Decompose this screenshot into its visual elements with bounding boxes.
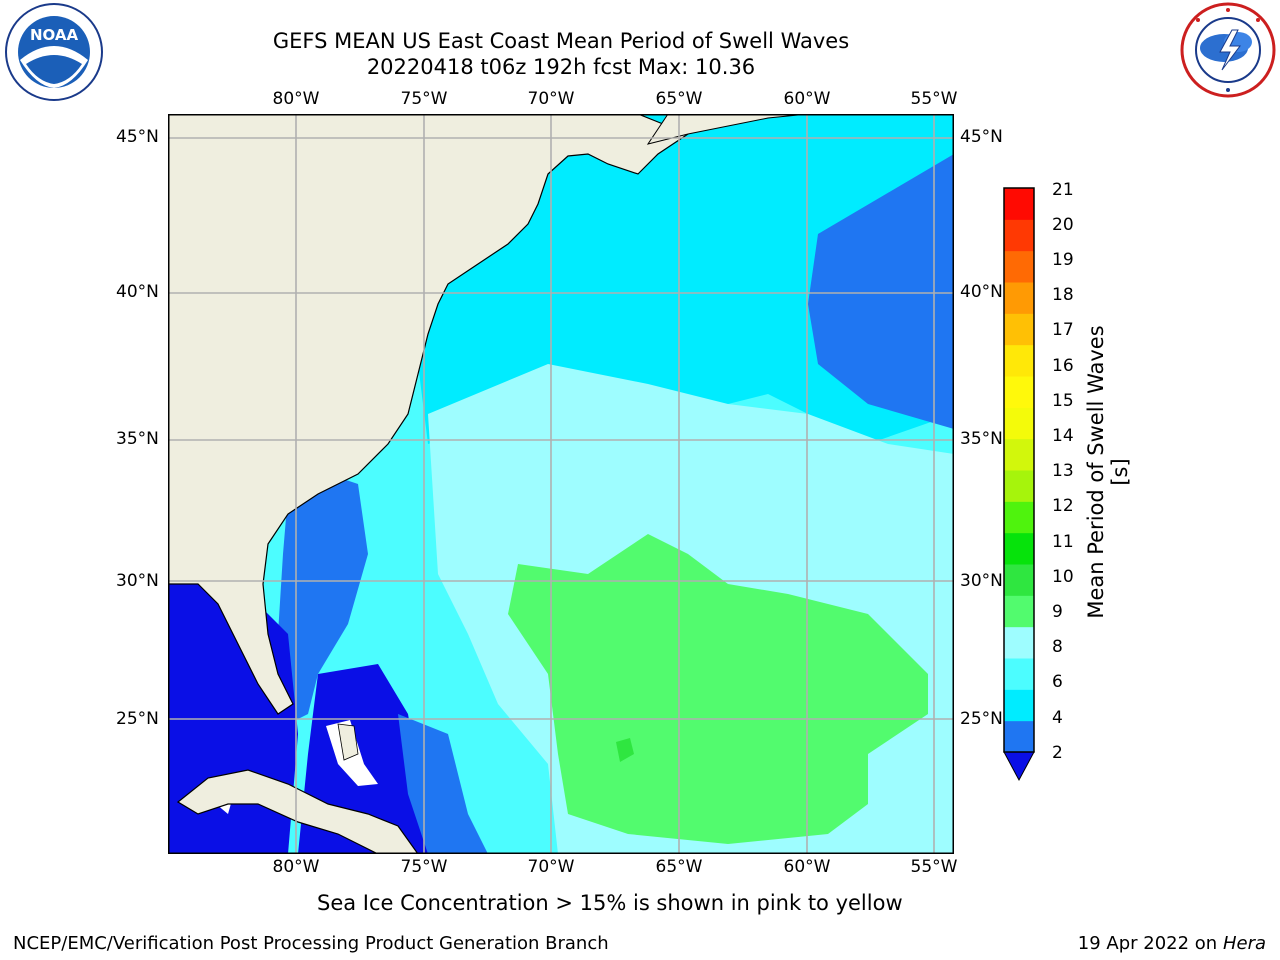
colorbar-frame [1003, 187, 1035, 753]
colorbar-tick-17: 17 [1052, 320, 1074, 340]
colorbar-segment [1004, 407, 1034, 440]
colorbar-tick-18: 18 [1052, 285, 1074, 305]
colorbar-tick-20: 20 [1052, 215, 1074, 235]
colorbar-tick-8: 8 [1052, 637, 1063, 657]
colorbar-tick-4: 4 [1052, 708, 1063, 728]
lon-label-bottom-70w: 70°W [527, 857, 575, 877]
colorbar-segments [1004, 188, 1034, 753]
colorbar-tick-6: 6 [1052, 672, 1063, 692]
footer-credit: NCEP/EMC/Verification Post Processing Pr… [13, 933, 609, 954]
colorbar-tick-12: 12 [1052, 496, 1074, 516]
colorbar-tick-16: 16 [1052, 356, 1074, 376]
colorbar-segment [1004, 470, 1034, 502]
land-north-america [167, 113, 690, 715]
lon-label-top-80w: 80°W [272, 89, 320, 109]
dark-green-patch [616, 738, 634, 762]
lat-label-left-35n: 35°N [116, 429, 159, 449]
colorbar-tick-21: 21 [1052, 180, 1074, 200]
colorbar-tick-13: 13 [1052, 461, 1074, 481]
lon-label-bottom-60w: 60°W [783, 857, 831, 877]
colorbar-segment [1004, 720, 1034, 753]
colorbar-tick-11: 11 [1052, 532, 1074, 552]
colorbar-segment [1004, 376, 1034, 408]
lat-label-right-25n: 25°N [960, 709, 1003, 729]
colorbar-segment [1004, 595, 1034, 628]
colorbar-segment [1004, 250, 1034, 283]
footer-date: 19 Apr 2022 on Hera [1078, 933, 1266, 954]
blue-region-northeast [808, 154, 954, 429]
lat-label-right-40n: 40°N [960, 282, 1003, 302]
chart-title-line1: GEFS MEAN US East Coast Mean Period of S… [272, 29, 850, 53]
sea-ice-note: Sea Ice Concentration > 15% is shown in … [317, 891, 903, 915]
colorbar-segment [1004, 438, 1034, 471]
colorbar-segment [1004, 658, 1034, 690]
colorbar-segment [1004, 689, 1034, 722]
colorbar-segment [1004, 282, 1034, 314]
footer-date-text: 19 Apr 2022 on [1077, 933, 1223, 954]
map-frame [168, 114, 954, 854]
colorbar-segment [1004, 188, 1034, 220]
map-gridlines [168, 114, 954, 854]
noaa-logo-icon: NOAA [2, 2, 106, 102]
chart-title-line2: 20220418 t06z 192h fcst Max: 10.36 [366, 55, 756, 79]
lon-label-top-70w: 70°W [527, 89, 575, 109]
colorbar-segment [1004, 532, 1034, 565]
lon-label-bottom-65w: 65°W [655, 857, 703, 877]
colorbar-tick-10: 10 [1052, 567, 1074, 587]
lon-label-top-65w: 65°W [655, 89, 703, 109]
lat-label-left-25n: 25°N [116, 709, 159, 729]
lat-label-right-45n: 45°N [960, 127, 1003, 147]
blue-region-southeast-coast [278, 474, 368, 724]
colorbar-tick-9: 9 [1052, 602, 1063, 622]
colorbar-tick-15: 15 [1052, 391, 1074, 411]
lat-label-left-45n: 45°N [116, 127, 159, 147]
swell-period-map [167, 113, 954, 855]
green-region [508, 534, 928, 844]
colorbar-segment [1004, 313, 1034, 346]
lat-label-right-35n: 35°N [960, 429, 1003, 449]
lon-label-top-75w: 75°W [400, 89, 448, 109]
colorbar-tick-2: 2 [1052, 743, 1063, 763]
colorbar [1000, 186, 1040, 786]
lon-label-top-60w: 60°W [783, 89, 831, 109]
colorbar-segment [1004, 564, 1034, 596]
colorbar-segment [1004, 344, 1034, 377]
lon-label-bottom-55w: 55°W [910, 857, 958, 877]
colorbar-segment [1004, 626, 1034, 659]
colorbar-segment [1004, 219, 1034, 252]
noaa-logo-text: NOAA [30, 26, 79, 44]
footer-machine: Hera [1222, 933, 1266, 954]
lon-label-bottom-80w: 80°W [272, 857, 320, 877]
lon-label-top-55w: 55°W [910, 89, 958, 109]
lon-label-bottom-75w: 75°W [400, 857, 448, 877]
colorbar-tick-19: 19 [1052, 250, 1074, 270]
land-bahamas-island [337, 723, 359, 761]
colorbar-tick-14: 14 [1052, 426, 1074, 446]
bahamas-blue [398, 714, 488, 854]
nws-logo-icon [1178, 2, 1278, 98]
colorbar-extend-triangle [1003, 751, 1035, 782]
lat-label-right-30n: 30°N [960, 571, 1003, 591]
lat-label-left-30n: 30°N [116, 571, 159, 591]
lat-label-left-40n: 40°N [116, 282, 159, 302]
colorbar-label: Mean Period of Swell Waves [s] [1084, 325, 1132, 619]
colorbar-segment [1004, 501, 1034, 534]
